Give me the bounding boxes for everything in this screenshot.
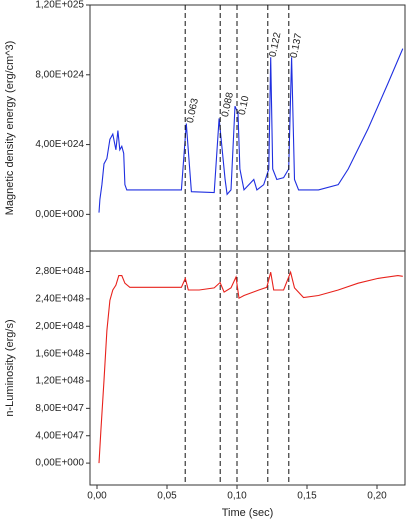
y-tick-label: 1,20E+025 <box>35 0 84 11</box>
y-tick-label: 4,00E+024 <box>35 139 84 150</box>
y-tick-label: 4,00E+047 <box>35 430 84 441</box>
x-tick-label: 0,20 <box>367 491 387 502</box>
x-axis-label: Time (sec) <box>222 507 274 519</box>
y-tick-label: 0,00E+000 <box>35 209 84 220</box>
annotation-label: 0.088 <box>220 91 236 118</box>
x-tick-label: 0,15 <box>297 491 317 502</box>
y-tick-label: 2,40E+048 <box>35 294 84 305</box>
y-tick-label: 8,00E+024 <box>35 69 84 80</box>
plot-frame <box>89 4 406 252</box>
plot-frame <box>89 250 406 486</box>
annotation-label: 0.137 <box>289 32 305 59</box>
y-tick-label: 2,80E+048 <box>35 266 84 277</box>
y-axis-label: n-Luminosity (erg/s) <box>4 319 16 416</box>
data-line <box>98 270 403 464</box>
y-tick-label: 1,60E+048 <box>35 348 84 359</box>
y-tick-label: 1,20E+048 <box>35 376 84 387</box>
x-tick-label: 0,05 <box>157 491 177 502</box>
annotation-label: 0.10 <box>237 94 252 116</box>
y-tick-label: 2,00E+048 <box>35 321 84 332</box>
y-axis-label: Magnetic density energy (erg/cm^3) <box>4 41 16 216</box>
annotation-label: 0.063 <box>185 97 201 124</box>
data-line <box>98 48 404 213</box>
x-tick-label: 0,00 <box>87 491 107 502</box>
y-tick-label: 8,00E+047 <box>35 403 84 414</box>
y-tick-label: 0,00E+000 <box>35 458 84 469</box>
x-tick-label: 0,10 <box>227 491 247 502</box>
annotation-label: 0.122 <box>268 31 284 58</box>
